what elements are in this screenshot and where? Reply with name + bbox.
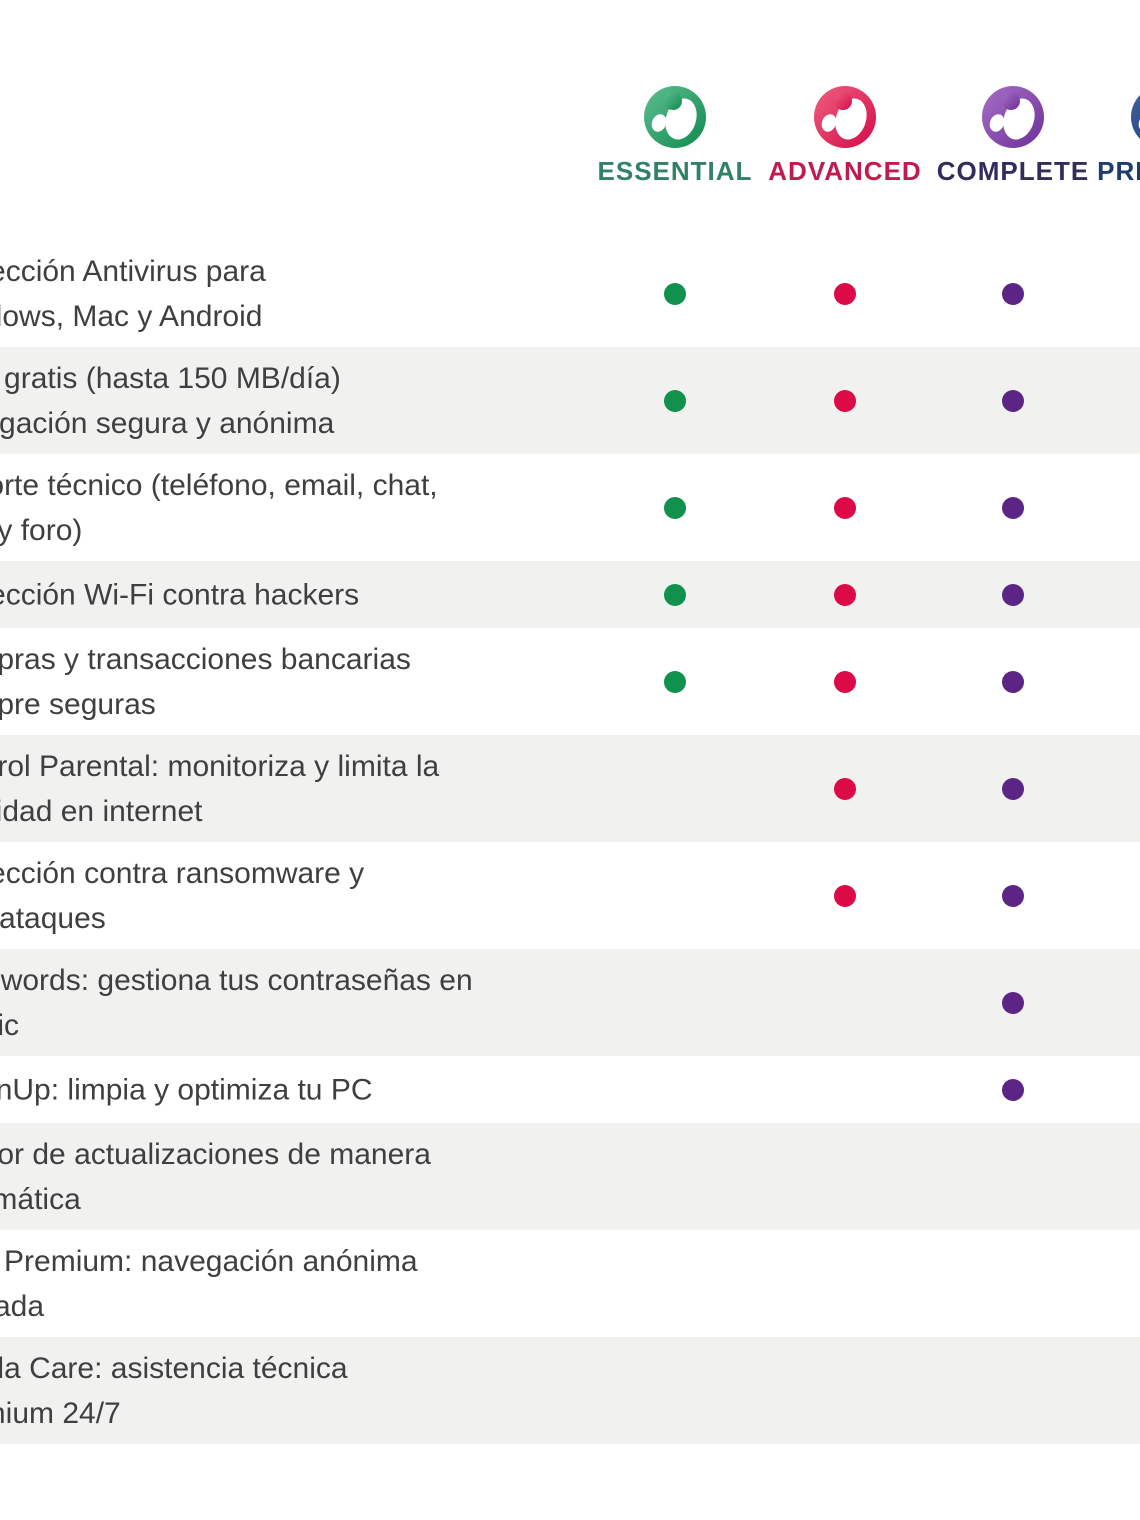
feature-row: VPN Premium: navegación anónima ilimitada [0,1230,1140,1337]
availability-dot-complete [1002,583,1024,606]
feature-line: Passwords: gestiona tus contraseñas en [0,963,473,997]
availability-dot-complete [1002,496,1024,519]
panda-logo-icon [814,86,876,148]
feature-row: Compras y transacciones bancarias siempre… [0,628,1140,735]
feature-line: Protección Wi-Fi contra hackers [0,578,360,611]
feature-name: Compras y transacciones bancarias siempre… [0,637,411,727]
feature-row: Protección Wi-Fi contra hackers [0,561,1140,628]
panda-logo-icon [982,86,1044,148]
availability-dot-advanced [834,496,856,519]
feature-line: Compras y transacciones bancarias [0,642,411,676]
feature-line: VPN Premium: navegación anónima [0,1244,418,1278]
feature-line: Premium 24/7 [0,1396,121,1430]
feature-row: Protección contra ransomware y ciberataqu… [0,842,1140,949]
feature-row: CleanUp: limpia y optimiza tu PC [0,1056,1140,1123]
feature-line: ciberataques [0,901,106,935]
plan-label: COMPLETE [936,156,1090,186]
plan-header-premium: PREMIUM [1077,86,1140,185]
feature-line: Panda Care: asistencia técnica [0,1351,348,1385]
feature-line: web y foro) [0,513,83,547]
feature-line: VPN gratis (hasta 150 MB/día) [0,361,341,395]
plan-header-complete: COMPLETE [928,86,1098,185]
feature-row: Control Parental: monitoriza y limita la… [0,735,1140,842]
plan-header-advanced: ADVANCED [760,86,930,185]
feature-name: Protección contra ransomware y ciberataqu… [0,851,364,941]
feature-name: VPN gratis (hasta 150 MB/día) navegación … [0,356,341,446]
availability-dot-essential [664,389,686,412]
availability-dot-essential [664,496,686,519]
feature-line: Gestor de actualizaciones de manera [0,1137,431,1171]
feature-name: Protección Antivirus para Windows, Mac y … [0,249,266,339]
feature-name: CleanUp: limpia y optimiza tu PC [0,1067,373,1112]
feature-name: Soporte técnico (teléfono, email, chat, w… [0,463,438,553]
feature-line: Soporte técnico (teléfono, email, chat, [0,468,438,502]
panda-logo-icon [644,86,706,148]
feature-name: Panda Care: asistencia técnica Premium 24… [0,1346,348,1436]
availability-dot-complete [1002,991,1024,1014]
plan-header-essential: ESSENTIAL [590,86,760,185]
feature-rows: Protección Antivirus para Windows, Mac y … [0,240,1140,1444]
feature-line: navegación segura y anónima [0,406,335,440]
feature-line: Windows, Mac y Android [0,299,263,333]
feature-name: VPN Premium: navegación anónima ilimitada [0,1239,418,1329]
availability-dot-advanced [834,282,856,305]
feature-name: Gestor de actualizaciones de manera autom… [0,1132,431,1222]
feature-line: CleanUp: limpia y optimiza tu PC [0,1073,373,1106]
plan-label: PREMIUM [1097,156,1140,186]
availability-dot-complete [1002,282,1024,305]
feature-line: automática [0,1182,81,1216]
feature-line: Control Parental: monitoriza y limita la [0,749,440,783]
feature-name: Passwords: gestiona tus contraseñas en un… [0,958,473,1048]
plan-label: ADVANCED [768,156,922,186]
panda-logo-icon [1131,95,1140,139]
availability-dot-complete [1002,884,1024,907]
feature-line: siempre seguras [0,687,156,721]
plan-label: ESSENTIAL [597,156,753,186]
feature-row: VPN gratis (hasta 150 MB/día) navegación … [0,347,1140,454]
feature-line: actividad en internet [0,794,203,828]
feature-line: ilimitada [0,1289,45,1323]
availability-dot-advanced [834,670,856,693]
feature-row: Panda Care: asistencia técnica Premium 24… [0,1337,1140,1444]
feature-row: Soporte técnico (teléfono, email, chat, w… [0,454,1140,561]
availability-dot-complete [1002,1078,1024,1101]
feature-line: Protección Antivirus para [0,254,266,288]
availability-dot-advanced [834,389,856,412]
availability-dot-advanced [834,583,856,606]
availability-dot-complete [1002,777,1024,800]
feature-line: Protección contra ransomware y [0,856,365,890]
availability-dot-essential [664,670,686,693]
feature-row: Passwords: gestiona tus contraseñas en un… [0,949,1140,1056]
feature-line: un clic [0,1008,20,1042]
availability-dot-complete [1002,389,1024,412]
feature-name: Control Parental: monitoriza y limita la… [0,744,439,834]
availability-dot-advanced [834,884,856,907]
availability-dot-essential [664,282,686,305]
availability-dot-essential [664,583,686,606]
feature-row: Protección Antivirus para Windows, Mac y … [0,240,1140,347]
availability-dot-complete [1002,670,1024,693]
availability-dot-advanced [834,777,856,800]
feature-row: Gestor de actualizaciones de manera autom… [0,1123,1140,1230]
feature-name: Protección Wi-Fi contra hackers [0,572,359,617]
